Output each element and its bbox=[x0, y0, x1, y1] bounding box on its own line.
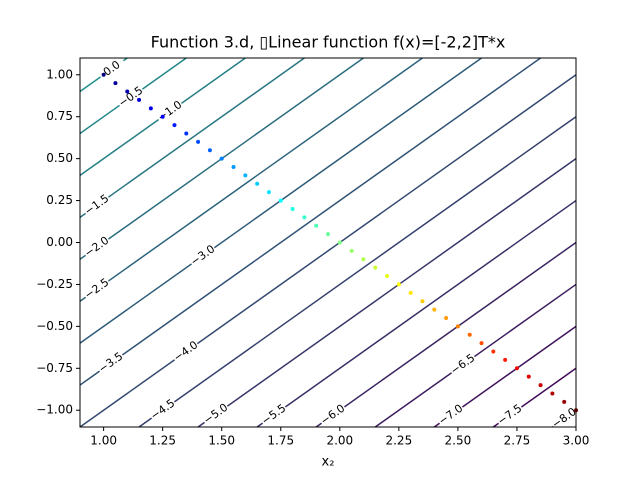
path-point bbox=[326, 232, 330, 237]
contour-label-gap bbox=[95, 349, 127, 377]
x-tick-label: 3.00 bbox=[563, 434, 590, 448]
y-tick-label: 1.00 bbox=[46, 67, 73, 81]
path-point bbox=[314, 223, 319, 228]
contour-label-gap bbox=[81, 191, 113, 220]
y-tick-label: 0.75 bbox=[46, 109, 73, 123]
path-point bbox=[302, 215, 307, 220]
path-point bbox=[125, 89, 130, 94]
contour-line bbox=[79, 74, 577, 428]
path-point bbox=[148, 106, 153, 111]
path-point bbox=[526, 374, 531, 379]
path-point bbox=[444, 315, 449, 320]
path-point bbox=[349, 248, 354, 253]
y-tick-label: 0.00 bbox=[46, 235, 73, 249]
path-point bbox=[420, 299, 425, 304]
path-point bbox=[101, 72, 106, 77]
path-point bbox=[385, 274, 390, 279]
path-point bbox=[361, 257, 366, 262]
y-tick-label: −0.25 bbox=[36, 277, 73, 291]
path-point bbox=[503, 357, 508, 362]
path-point bbox=[219, 156, 224, 161]
contour-line bbox=[256, 199, 577, 428]
path-point bbox=[266, 190, 271, 195]
x-tick-label: 1.25 bbox=[149, 434, 176, 448]
path-point bbox=[243, 173, 248, 178]
path-point bbox=[432, 307, 437, 312]
path-point bbox=[184, 131, 189, 136]
contour-label-gap bbox=[147, 396, 179, 424]
y-tick-label: −0.50 bbox=[36, 319, 73, 333]
x-tick-label: 1.00 bbox=[90, 434, 117, 448]
x-tick-label: 2.50 bbox=[445, 434, 472, 448]
x-tick-label: 2.00 bbox=[326, 434, 353, 448]
x-tick-label: 1.50 bbox=[208, 434, 235, 448]
chart-title: Function 3.d, ▯Linear function f(x)=[-2,… bbox=[151, 33, 506, 52]
contour-label-gap bbox=[115, 83, 147, 112]
path-point bbox=[467, 332, 472, 337]
contour-line bbox=[79, 57, 305, 218]
contour-label-gap bbox=[258, 401, 290, 429]
path-point bbox=[255, 181, 260, 186]
x-tick-label: 1.75 bbox=[267, 434, 294, 448]
path-point bbox=[160, 114, 165, 119]
contour-line bbox=[79, 57, 423, 302]
contour-label-gap bbox=[81, 233, 113, 262]
contour-label-gap bbox=[447, 350, 479, 379]
contour-label-gap bbox=[435, 401, 467, 429]
contour-label-gap bbox=[548, 404, 580, 433]
path-point bbox=[278, 198, 283, 203]
contour-line bbox=[315, 241, 577, 428]
contour-line bbox=[138, 116, 577, 428]
path-point bbox=[550, 391, 555, 396]
path-point bbox=[137, 97, 142, 102]
contour-line bbox=[79, 57, 542, 386]
path-point bbox=[491, 349, 496, 354]
path-point bbox=[408, 290, 413, 295]
contour-label-gap bbox=[200, 400, 232, 429]
y-tick-label: −1.00 bbox=[36, 403, 73, 417]
path-point bbox=[290, 206, 295, 211]
path-point bbox=[562, 399, 567, 404]
y-tick-label: 0.50 bbox=[46, 151, 73, 165]
path-point bbox=[373, 265, 378, 270]
contour-label-gap bbox=[494, 401, 526, 429]
contour-line bbox=[197, 158, 577, 428]
contour-label-gap bbox=[81, 275, 113, 303]
contour-label-gap bbox=[187, 241, 219, 270]
path-point bbox=[514, 366, 519, 371]
x-axis-label: x₂ bbox=[322, 455, 335, 470]
path-point bbox=[538, 383, 543, 388]
y-tick-label: −0.75 bbox=[36, 361, 73, 375]
path-point bbox=[455, 324, 460, 329]
contour-line bbox=[374, 283, 577, 428]
path-point bbox=[113, 81, 118, 86]
path-point bbox=[196, 139, 201, 144]
path-point bbox=[396, 282, 401, 287]
path-point bbox=[231, 165, 236, 170]
path-point bbox=[337, 240, 342, 245]
x-tick-label: 2.75 bbox=[504, 434, 531, 448]
x-tick-label: 2.25 bbox=[385, 434, 412, 448]
path-point bbox=[207, 148, 212, 153]
contour-label-gap bbox=[317, 401, 349, 429]
path-point bbox=[479, 341, 484, 346]
y-tick-label: 0.25 bbox=[46, 193, 73, 207]
contour-label-gap bbox=[170, 337, 202, 366]
path-point bbox=[172, 123, 177, 128]
